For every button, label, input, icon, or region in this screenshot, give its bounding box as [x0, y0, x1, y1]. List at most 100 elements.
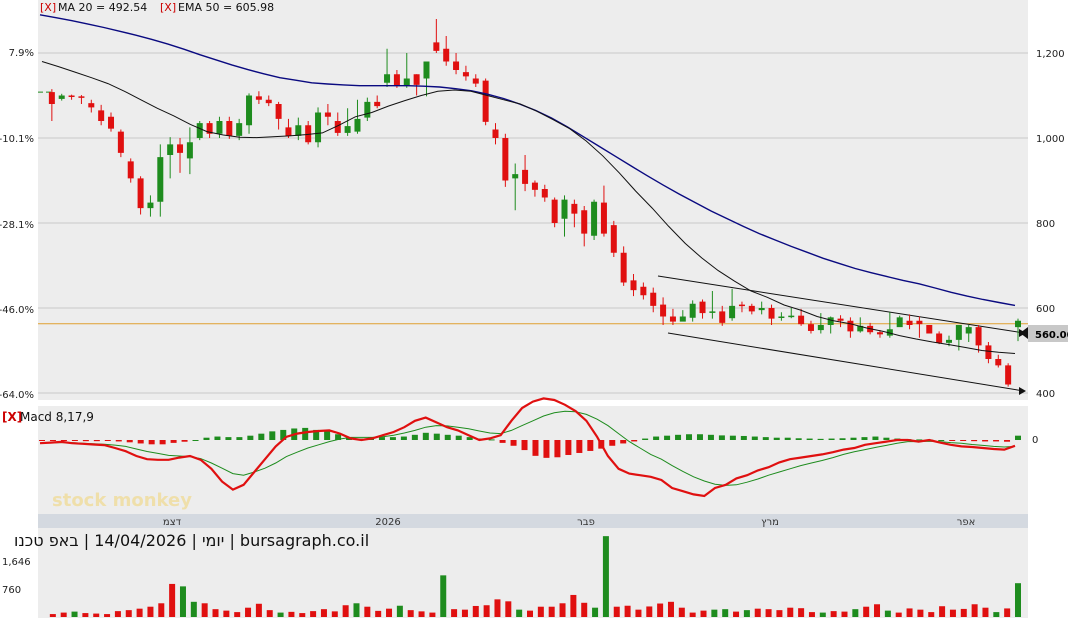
- close-marker[interactable]: [X]: [40, 1, 56, 14]
- volume-bar: [678, 607, 685, 617]
- volume-bar: [982, 607, 989, 617]
- candle: [906, 314, 913, 330]
- candle: [482, 78, 489, 126]
- macd-bar: [236, 437, 243, 440]
- macd-bar: [126, 440, 133, 443]
- macd-legend: [X] Macd 8,17,9: [2, 410, 94, 424]
- macd-bar: [455, 435, 462, 440]
- candle: [758, 301, 765, 315]
- volume-bar: [700, 610, 707, 617]
- candle: [265, 95, 272, 107]
- date-tick-label: מרץ: [761, 517, 779, 528]
- candle: [462, 65, 469, 81]
- volume-bar: [234, 612, 241, 617]
- volume-bar: [245, 607, 252, 617]
- candlesticks: [38, 19, 1021, 387]
- candle: [117, 129, 124, 158]
- close-marker[interactable]: [X]: [2, 410, 22, 424]
- volume-bar: [386, 608, 393, 617]
- volume-bar: [939, 606, 946, 617]
- volume-bar: [960, 608, 967, 617]
- price-panel: [38, 0, 1028, 400]
- macd-bar: [203, 437, 210, 440]
- macd-bar: [784, 437, 791, 440]
- candle: [275, 101, 282, 130]
- candle: [738, 301, 745, 313]
- trend-channel: [657, 275, 1026, 395]
- candle: [719, 305, 726, 326]
- volume-bar: [1004, 608, 1011, 617]
- volume-bar: [82, 613, 89, 617]
- macd-bar: [861, 437, 868, 440]
- macd-bar: [181, 440, 188, 442]
- price-tick-label: 400: [1036, 389, 1055, 400]
- volume-bar: [733, 611, 740, 617]
- candle: [167, 137, 174, 179]
- candle: [896, 315, 903, 328]
- date-tick-label: 2026: [375, 517, 400, 528]
- candle: [689, 300, 696, 322]
- candle: [827, 316, 834, 334]
- volume-bar: [396, 605, 403, 617]
- volume-bar: [375, 610, 382, 617]
- candle: [78, 95, 85, 104]
- candle: [137, 176, 144, 215]
- candle: [492, 123, 499, 145]
- close-marker[interactable]: [X]: [160, 1, 176, 14]
- candle: [620, 246, 627, 286]
- candle: [364, 97, 371, 121]
- macd-bar: [115, 440, 122, 442]
- last-price-tag: 560.00: [1020, 325, 1068, 342]
- candle: [226, 116, 233, 139]
- macd-bar: [148, 440, 155, 445]
- candle: [334, 112, 341, 136]
- candle: [384, 48, 391, 87]
- date-tick-label: דצמ: [163, 517, 182, 528]
- candle: [68, 94, 75, 100]
- volume-bar: [819, 612, 826, 617]
- candle: [729, 288, 736, 321]
- candle: [443, 36, 450, 66]
- candle: [847, 317, 854, 338]
- date-axis: דצמ 2026 פבר מרץ אפר: [163, 517, 975, 528]
- macd-bar: [993, 440, 1000, 442]
- candle: [502, 133, 509, 187]
- candle: [206, 121, 213, 138]
- macd-bar: [631, 440, 638, 442]
- volume-bar: [104, 614, 111, 617]
- volume-bar: [808, 612, 815, 617]
- candle: [285, 118, 292, 138]
- candle: [936, 331, 943, 345]
- candle: [857, 317, 864, 333]
- candle: [354, 99, 361, 134]
- candle: [965, 325, 972, 342]
- candle: [531, 180, 538, 197]
- candle: [985, 342, 992, 364]
- volume-bar: [776, 610, 783, 617]
- macd-bar: [740, 435, 747, 440]
- candle: [472, 74, 479, 87]
- volume-bar: [212, 609, 219, 617]
- date-tick-label: אפר: [957, 517, 976, 528]
- macd-bar: [159, 440, 166, 445]
- candle: [246, 93, 253, 134]
- candle: [157, 144, 164, 217]
- volume-bar: [830, 611, 837, 617]
- candle: [788, 308, 795, 319]
- watermark: stock monkey: [52, 490, 192, 511]
- candle: [413, 74, 420, 96]
- candle: [630, 274, 637, 297]
- macd-bar: [642, 438, 649, 440]
- macd-bar: [850, 437, 857, 440]
- candle: [433, 19, 440, 53]
- volume-bar: [852, 609, 859, 617]
- volume-bar: [874, 604, 881, 617]
- volume-bar: [331, 611, 338, 617]
- volume-bar: [288, 611, 295, 617]
- macd-bar: [247, 435, 254, 440]
- candle: [581, 206, 588, 247]
- volume-bar: [201, 603, 208, 617]
- candle: [393, 70, 400, 88]
- volume-bar: [798, 608, 805, 617]
- volume-bar: [299, 613, 306, 617]
